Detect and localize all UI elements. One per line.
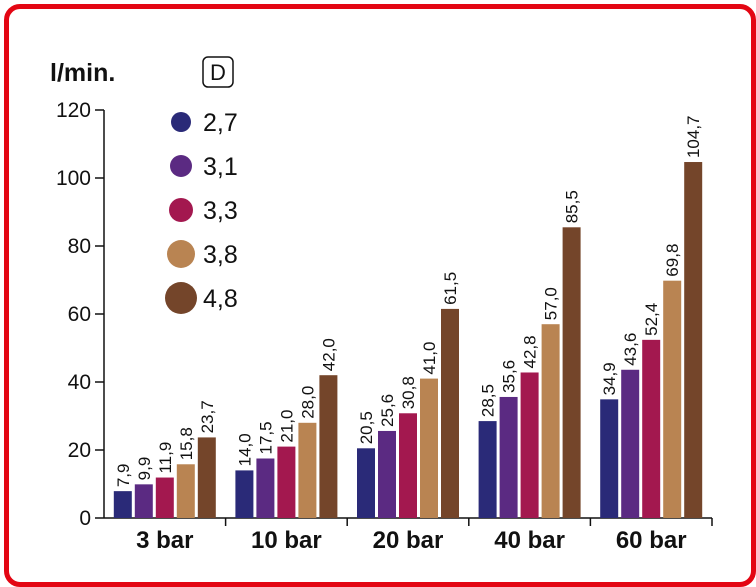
bar-value-label: 20,5 [357, 411, 376, 444]
bar-value-label: 41,0 [420, 342, 439, 375]
bar [298, 422, 317, 518]
bar [642, 339, 661, 518]
legend-marker [171, 112, 191, 132]
bar [562, 227, 581, 519]
bar [197, 437, 216, 518]
bar-value-label: 34,9 [600, 362, 619, 395]
legend-marker [167, 240, 195, 268]
y-tick-label: 100 [56, 167, 91, 190]
x-category-label: 3 bar [136, 527, 193, 554]
bar-value-label: 69,8 [663, 244, 682, 277]
y-tick-label: 20 [68, 439, 91, 462]
bar [420, 378, 438, 518]
bar-value-label: 42,0 [319, 338, 338, 371]
bar [176, 464, 195, 518]
y-tick-label: 120 [56, 99, 91, 122]
bar [684, 162, 703, 518]
bar [256, 458, 275, 518]
x-category-label: 20 bar [373, 527, 444, 554]
legend-label: 3,1 [203, 153, 238, 181]
legend-marker [170, 155, 192, 177]
bar [499, 396, 518, 518]
bar-value-label: 57,0 [542, 287, 561, 320]
bar [621, 369, 640, 518]
bar [600, 399, 619, 518]
bar-value-label: 104,7 [684, 115, 703, 158]
bar-value-label: 52,4 [642, 303, 661, 336]
legend-marker [169, 198, 193, 222]
bar-value-label: 30,8 [399, 376, 418, 409]
x-category-label: 40 bar [494, 527, 565, 554]
bar-value-label: 85,5 [563, 190, 582, 223]
bar [277, 446, 296, 518]
legend-label: 3,8 [203, 241, 238, 269]
y-unit-label: l/min. [50, 59, 115, 87]
bar [399, 413, 417, 518]
bar [235, 470, 254, 518]
legend-title: D [210, 60, 226, 85]
bar-value-label: 61,5 [441, 272, 460, 305]
legend-title-box: D [202, 56, 234, 88]
bar [134, 484, 153, 518]
bar [441, 308, 459, 518]
bar-value-label: 28,5 [479, 384, 498, 417]
bar-value-label: 9,9 [135, 457, 154, 481]
bar-value-label: 35,6 [500, 360, 519, 393]
bar-value-label: 11,9 [156, 442, 175, 474]
bar [357, 448, 375, 518]
bar [663, 280, 682, 518]
bar [378, 430, 396, 518]
bar-value-label: 17,5 [256, 421, 275, 454]
legend-label: 3,3 [203, 197, 238, 225]
bar-value-label: 25,6 [378, 394, 397, 427]
x-category-label: 10 bar [251, 527, 322, 554]
legend-label: 2,7 [203, 109, 238, 137]
bar-value-label: 42,8 [521, 335, 540, 368]
y-tick-label: 0 [79, 507, 91, 530]
bar [113, 491, 132, 518]
bar-value-label: 23,7 [198, 400, 217, 433]
bar [520, 372, 539, 518]
bar [541, 324, 560, 518]
bar [319, 375, 338, 518]
bar-value-label: 21,0 [277, 410, 296, 443]
bar [155, 477, 174, 518]
y-tick-label: 40 [68, 371, 91, 394]
x-category-label: 60 bar [616, 527, 687, 554]
bar-value-label: 7,9 [114, 463, 133, 487]
bar-value-label: 15,8 [177, 427, 196, 460]
y-tick-label: 60 [68, 303, 91, 326]
legend-label: 4,8 [203, 285, 238, 313]
bar-value-label: 43,6 [621, 333, 640, 366]
bar-value-label: 28,0 [298, 386, 317, 419]
y-tick-label: 80 [68, 235, 91, 258]
legend-marker [165, 282, 197, 314]
bar-value-label: 14,0 [235, 433, 254, 466]
bar [478, 421, 497, 518]
